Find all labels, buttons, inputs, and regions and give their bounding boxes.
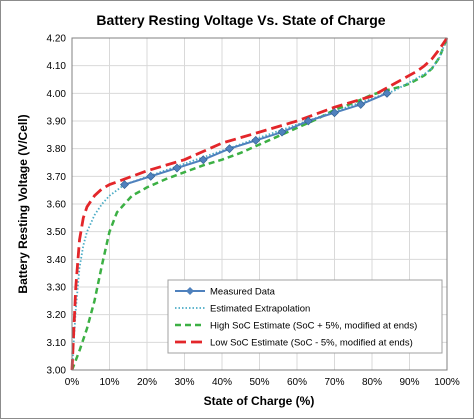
y-tick-label: 4.10 bbox=[47, 61, 67, 72]
y-tick-label: 4.20 bbox=[47, 34, 67, 45]
y-tick-label: 3.10 bbox=[47, 338, 67, 349]
x-tick-label: 30% bbox=[174, 377, 194, 388]
y-tick-label: 3.20 bbox=[47, 310, 67, 321]
data-point-marker bbox=[120, 180, 129, 190]
series-layer bbox=[70, 37, 449, 371]
y-tick-label: 3.80 bbox=[47, 144, 67, 155]
legend-label-0: Measured Data bbox=[210, 287, 276, 298]
y-tick-label: 4.00 bbox=[47, 89, 67, 100]
series-line-1 bbox=[71, 37, 448, 371]
x-tick-label: 50% bbox=[249, 377, 269, 388]
x-tick-label: 60% bbox=[287, 377, 307, 388]
chart-title: Battery Resting Voltage Vs. State of Cha… bbox=[96, 12, 385, 28]
x-axis-title: State of Charge (%) bbox=[204, 394, 315, 408]
plot-area bbox=[71, 37, 448, 371]
data-point-marker bbox=[146, 171, 156, 181]
y-tick-label: 3.50 bbox=[47, 227, 67, 238]
y-axis-title: Battery Resting Voltage (V/Cell) bbox=[16, 114, 30, 293]
data-point-marker bbox=[356, 99, 366, 109]
data-point-marker bbox=[382, 88, 392, 98]
x-tick-label: 90% bbox=[399, 377, 419, 388]
legend-label-3: Low SoC Estimate (SoC - 5%, modified at … bbox=[210, 338, 413, 349]
y-tick-label: 3.30 bbox=[47, 283, 67, 294]
legend-label-1: Estimated Extrapolation bbox=[210, 304, 310, 315]
y-tick-labels: 3.00 3.10 3.20 3.30 3.40 3.50 3.60 3.70 3.80 3.90… bbox=[47, 34, 67, 377]
data-point-marker bbox=[251, 135, 261, 145]
y-tick-label: 3.90 bbox=[47, 117, 67, 128]
legend: Measured Data Estimated Extrapolation High… bbox=[167, 279, 443, 354]
series-line-2 bbox=[70, 37, 449, 371]
legend-label-2: High SoC Estimate (SoC + 5%, modified at… bbox=[210, 321, 417, 332]
data-point-marker bbox=[198, 155, 208, 165]
series-line-3 bbox=[70, 37, 449, 371]
x-tick-label: 100% bbox=[434, 377, 460, 388]
data-point-marker bbox=[225, 144, 234, 154]
y-tick-label: 3.40 bbox=[47, 255, 67, 266]
x-tick-label: 10% bbox=[99, 377, 119, 388]
data-point-marker bbox=[303, 116, 313, 126]
x-tick-label: 0% bbox=[65, 377, 80, 388]
x-tick-label: 70% bbox=[324, 377, 344, 388]
data-point-marker bbox=[172, 163, 182, 173]
y-tick-label: 3.00 bbox=[47, 366, 67, 377]
data-point-marker bbox=[277, 127, 287, 137]
data-point-marker bbox=[330, 108, 339, 118]
x-tick-label: 80% bbox=[362, 377, 382, 388]
y-tick-label: 3.60 bbox=[47, 200, 67, 211]
y-tick-label: 3.70 bbox=[47, 172, 67, 183]
legend-marker bbox=[186, 287, 194, 295]
legend-box bbox=[167, 279, 443, 354]
x-tick-label: 20% bbox=[137, 377, 157, 388]
x-tick-label: 40% bbox=[212, 377, 232, 388]
x-tick-labels: 0% 10% 20% 30% 40% 50% 60% 70% 80% 90% 100% bbox=[65, 377, 460, 388]
